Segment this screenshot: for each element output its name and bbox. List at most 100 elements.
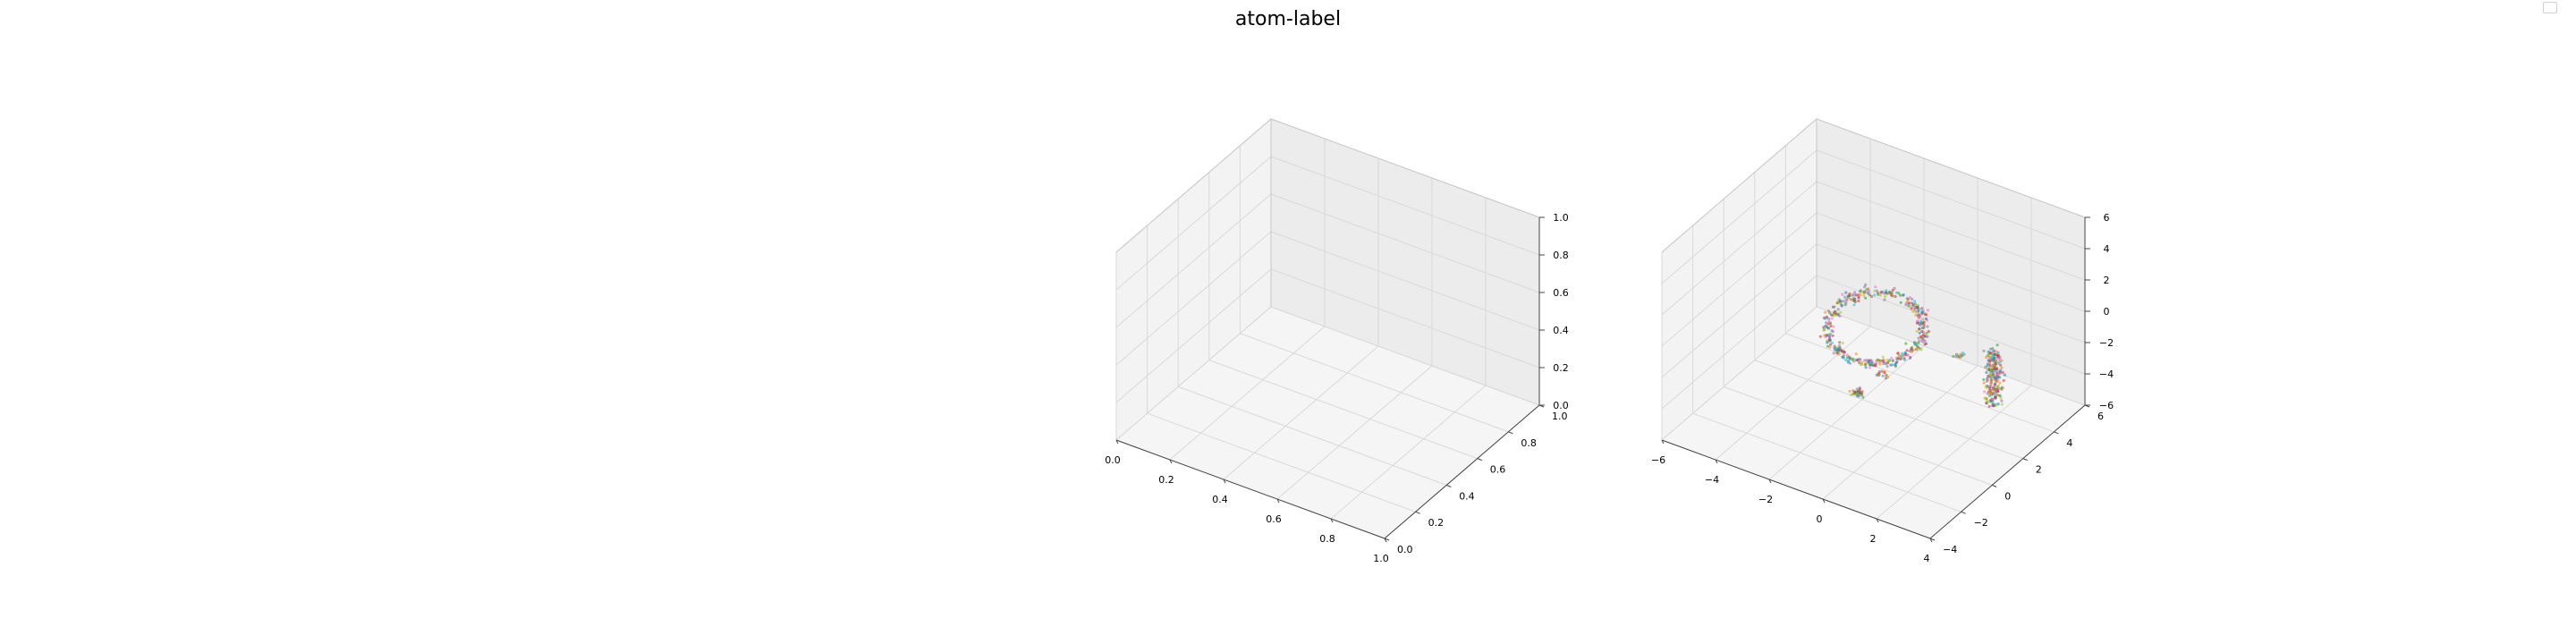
- data-point: [1997, 373, 2000, 376]
- data-point: [1868, 361, 1870, 364]
- data-point: [1916, 306, 1919, 309]
- data-point: [1824, 318, 1826, 320]
- data-point: [1986, 364, 1988, 367]
- data-point: [1852, 294, 1854, 297]
- data-point: [2004, 374, 2006, 377]
- data-point: [1860, 362, 1863, 365]
- data-point: [1830, 329, 1833, 332]
- data-point: [1830, 314, 1833, 317]
- data-point: [1902, 357, 1905, 360]
- data-point: [1927, 309, 1929, 311]
- y-tick: [1478, 459, 1482, 461]
- data-point: [1962, 354, 1964, 357]
- data-point: [1918, 309, 1920, 311]
- data-point: [1860, 393, 1862, 395]
- data-point: [1883, 371, 1885, 374]
- data-point: [1992, 371, 1995, 374]
- data-point: [1856, 394, 1859, 397]
- data-point: [1983, 382, 1986, 385]
- data-point: [1954, 355, 1957, 358]
- x-tick-label: 0.6: [1266, 513, 1282, 525]
- data-point: [1856, 391, 1859, 394]
- data-point: [1988, 369, 1991, 371]
- data-point: [2000, 400, 2003, 402]
- data-point: [1890, 293, 1893, 296]
- data-point: [1877, 373, 1880, 376]
- data-point: [1822, 326, 1825, 328]
- data-point: [1829, 343, 1832, 346]
- y-tick: [2023, 459, 2028, 461]
- data-point: [1892, 360, 1894, 362]
- z-tick-label: 6: [2104, 212, 2110, 224]
- data-point: [1897, 352, 1900, 354]
- data-point: [1922, 326, 1925, 328]
- data-point: [1866, 288, 1868, 291]
- data-point: [1900, 301, 1902, 304]
- data-point: [1991, 347, 1994, 350]
- data-point: [1993, 404, 1996, 407]
- data-point: [1999, 387, 2002, 390]
- x-tick-label: −6: [1651, 454, 1665, 466]
- data-point: [1895, 360, 1898, 363]
- data-point: [1882, 356, 1885, 359]
- data-point: [1873, 290, 1876, 292]
- data-point: [1918, 322, 1920, 325]
- data-point: [1826, 345, 1829, 348]
- data-point: [1901, 352, 1903, 355]
- data-point: [1854, 301, 1857, 303]
- data-point: [1870, 361, 1873, 364]
- data-point: [1833, 306, 1835, 309]
- axes-3d-left[interactable]: 0.00.20.40.60.81.00.00.20.40.60.81.00.00…: [1105, 119, 1569, 564]
- data-point: [1884, 295, 1886, 298]
- x-tick-label: 1.0: [1373, 553, 1389, 564]
- data-point: [1997, 402, 2000, 405]
- data-point: [1877, 292, 1879, 294]
- data-point: [1857, 300, 1860, 302]
- y-tick-label: 0.0: [1397, 544, 1413, 555]
- y-tick-label: 1.0: [1552, 411, 1568, 422]
- data-point: [1990, 378, 1993, 381]
- data-point: [1999, 394, 2002, 397]
- data-point: [2002, 371, 2004, 374]
- data-point: [1909, 357, 1911, 360]
- data-point: [1904, 343, 1907, 345]
- data-point: [1983, 390, 1986, 393]
- data-point: [1834, 310, 1836, 313]
- z-tick-label: −6: [2099, 400, 2114, 411]
- data-point: [1987, 401, 1989, 403]
- data-point: [1856, 387, 1859, 390]
- data-point: [1895, 358, 1898, 360]
- data-point: [1885, 292, 1888, 295]
- y-tick: [2054, 432, 2058, 434]
- data-point: [1913, 300, 1916, 302]
- data-point: [1853, 303, 1856, 306]
- z-tick-label: −2: [2099, 337, 2114, 349]
- y-tick-label: 2: [2036, 464, 2042, 476]
- y-tick-label: 0.6: [1490, 464, 1506, 476]
- data-point: [1855, 352, 1858, 355]
- x-tick-label: 0.2: [1158, 474, 1174, 486]
- data-point: [1913, 343, 1916, 345]
- data-point: [1993, 377, 1996, 379]
- data-point: [1919, 313, 1922, 316]
- data-point: [1986, 377, 1988, 380]
- data-point: [1911, 310, 1914, 313]
- data-point: [1880, 291, 1883, 293]
- data-point: [1858, 296, 1860, 299]
- data-point: [1863, 292, 1866, 294]
- data-point: [1853, 298, 1856, 301]
- data-point: [1909, 296, 1911, 299]
- data-point: [1892, 289, 1894, 292]
- data-point: [1842, 342, 1844, 344]
- data-point: [1994, 383, 1996, 386]
- data-point: [1897, 292, 1900, 294]
- data-point: [1861, 396, 1864, 399]
- data-point: [2001, 402, 2004, 405]
- data-point: [1870, 364, 1873, 367]
- data-point: [1864, 363, 1867, 366]
- data-point: [1883, 299, 1885, 301]
- data-point: [1839, 346, 1842, 349]
- data-point: [1996, 380, 1998, 383]
- z-tick-label: 0.8: [1553, 250, 1569, 261]
